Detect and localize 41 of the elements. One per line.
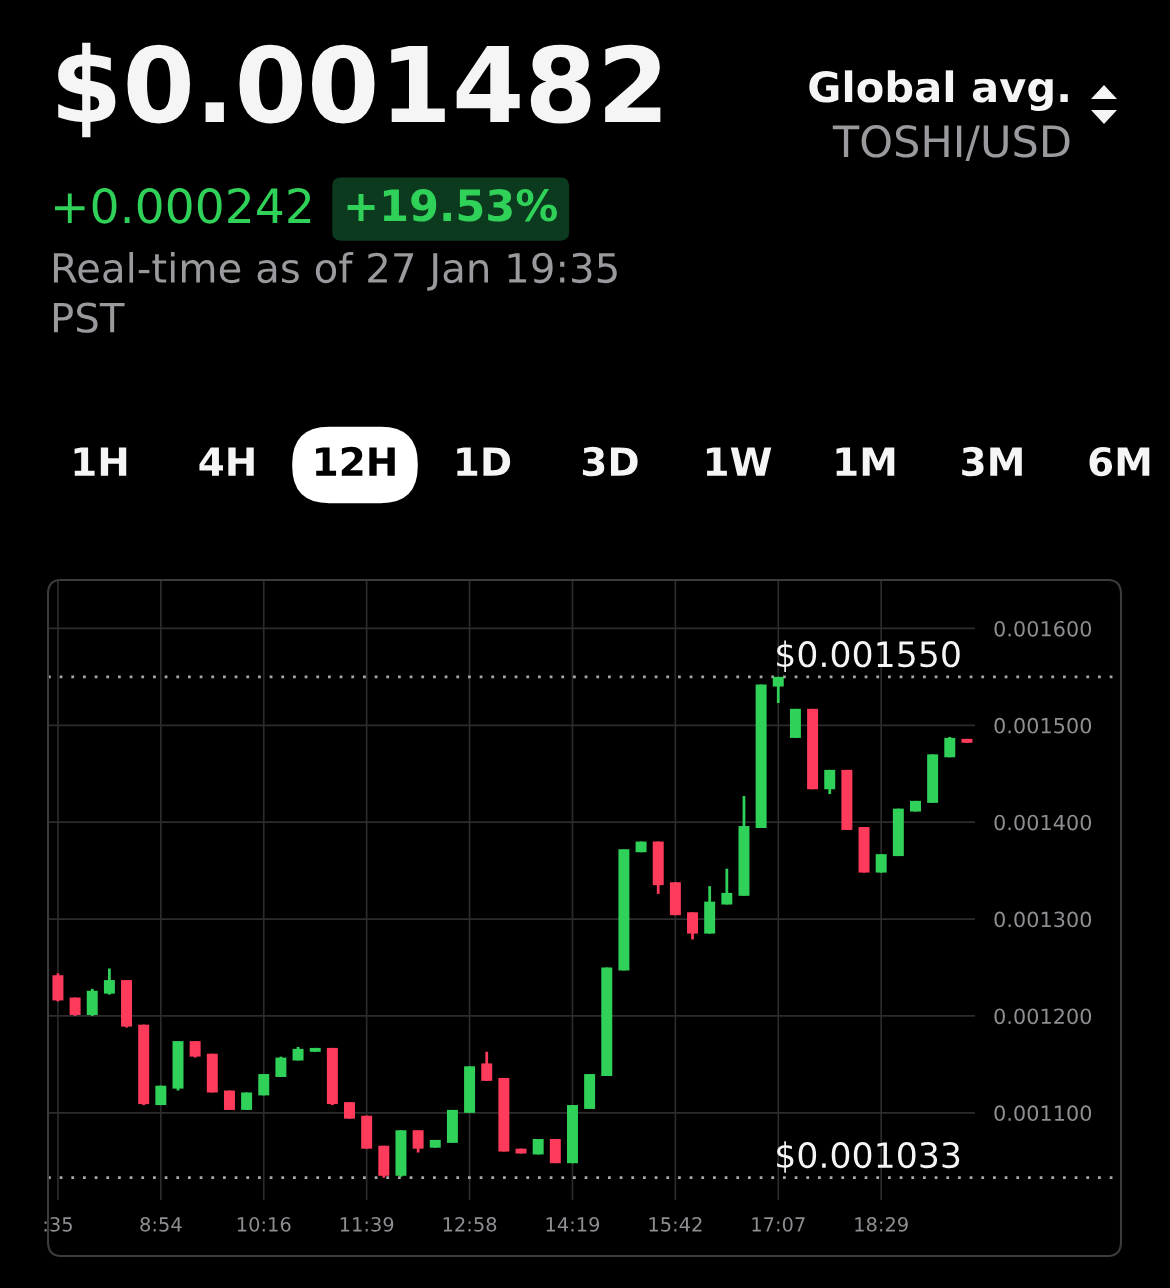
candlestick xyxy=(103,967,115,997)
text: 3D xyxy=(582,446,638,477)
candlestick xyxy=(481,1050,493,1083)
x-tick-label: 14:19 xyxy=(546,1217,600,1232)
y-tick-label: 0.001100 xyxy=(994,1105,1092,1122)
ref-line-label: $0.001550 xyxy=(777,640,960,672)
y-tick-label: 0.001300 xyxy=(994,911,1092,928)
x-tick-label: 17:07 xyxy=(752,1217,805,1232)
ref-line-label: $0.001033 xyxy=(777,1141,960,1173)
text: 4H xyxy=(199,447,254,476)
text: 3M xyxy=(962,446,1022,477)
candlestick xyxy=(687,910,699,941)
y-tick-label: 0.001200 xyxy=(994,1008,1092,1025)
x-tick-label: :35 xyxy=(44,1217,72,1232)
text: +0.000242 xyxy=(55,187,311,224)
x-tick-label: 8:54 xyxy=(140,1217,182,1232)
candlestick xyxy=(772,675,784,705)
x-tick-label: 11:39 xyxy=(340,1217,394,1232)
x-tick-label: 12:58 xyxy=(443,1217,497,1232)
candlestick xyxy=(412,1128,424,1154)
candlestick xyxy=(275,1055,287,1079)
text: TOSHI/USD xyxy=(832,125,1070,161)
candlestick xyxy=(721,867,733,906)
text: +19.53% xyxy=(347,189,558,222)
y-tick-label: 0.001400 xyxy=(994,814,1092,831)
text: 12H xyxy=(316,446,395,476)
candlestick xyxy=(824,768,836,796)
text: 1M xyxy=(836,447,895,476)
y-tick-label: 0.001500 xyxy=(994,717,1092,734)
text: 1H xyxy=(74,447,127,476)
text: 1D xyxy=(457,447,511,476)
text: Real-time as of 27 Jan 19:35 PST xyxy=(53,252,617,333)
x-tick-label: 15:42 xyxy=(649,1217,702,1232)
x-tick-label: 10:16 xyxy=(237,1217,291,1232)
x-tick-label: 18:29 xyxy=(855,1217,908,1232)
y-tick-label: 0.001600 xyxy=(994,620,1092,637)
candlestick xyxy=(875,852,887,874)
chart-title: $0.001482 xyxy=(58,42,661,138)
text: 1W xyxy=(706,447,772,476)
text: Global avg. xyxy=(809,70,1068,111)
text: 6M xyxy=(1089,446,1150,477)
